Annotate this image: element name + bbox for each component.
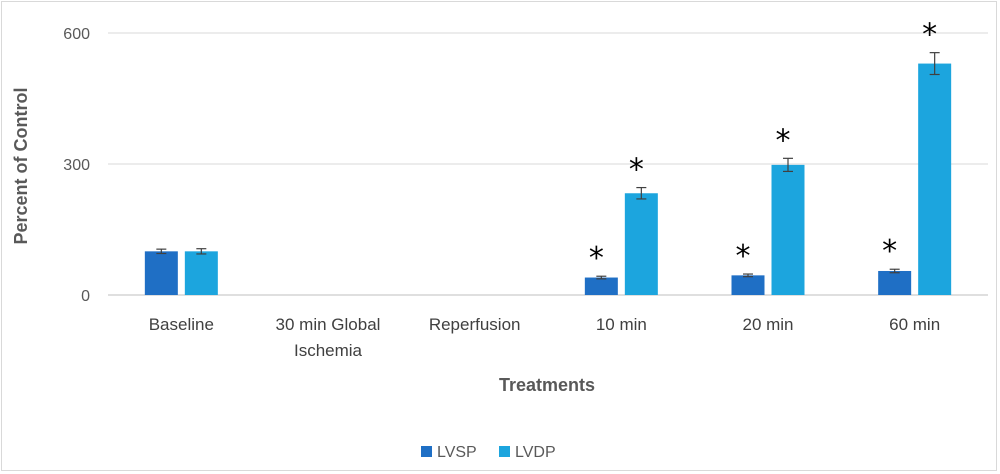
x-category-label: 30 min Global — [276, 315, 381, 334]
significance-star: * — [629, 153, 644, 188]
x-category-label: Reperfusion — [429, 315, 521, 334]
bar-lvdp — [184, 251, 218, 295]
error-bar — [636, 186, 647, 200]
x-category-label: Ischemia — [294, 341, 363, 360]
y-tick-label: 600 — [63, 26, 90, 43]
x-category-label: 10 min — [596, 315, 647, 334]
error-bar — [596, 275, 607, 280]
bar-lvsp — [144, 251, 178, 295]
x-category-label: 20 min — [742, 315, 793, 334]
y-tick-labels: 0 300 600 — [63, 26, 90, 305]
significance-star: * — [589, 241, 604, 276]
significance-star: * — [922, 18, 937, 53]
significance-markers: * * * * * * — [589, 18, 937, 277]
bar-lvsp — [878, 270, 912, 295]
legend-swatch-lvdp — [499, 446, 510, 457]
bar-lvsp — [584, 277, 618, 295]
legend: LVSP LVDP — [421, 444, 556, 461]
legend-label-lvdp: LVDP — [515, 444, 556, 461]
legend-swatch-lvsp — [421, 446, 432, 457]
x-category-label: Baseline — [149, 315, 214, 334]
bar-lvsp — [731, 275, 765, 295]
significance-star: * — [736, 239, 751, 274]
error-bar — [196, 248, 207, 255]
y-axis-title: Percent of Control — [11, 87, 31, 244]
error-bars — [156, 52, 940, 280]
gridlines — [108, 32, 988, 296]
x-category-labels: Baseline 30 min Global Ischemia Reperfusion… — [149, 315, 940, 360]
error-bar — [743, 273, 753, 278]
x-category-label: 60 min — [889, 315, 940, 334]
significance-star: * — [882, 234, 897, 269]
y-tick-label: 0 — [81, 288, 90, 305]
bar-lvdp — [918, 63, 952, 295]
y-tick-label: 300 — [63, 157, 90, 174]
error-bar — [156, 248, 167, 255]
legend-label-lvsp: LVSP — [437, 444, 477, 461]
error-bar — [783, 157, 793, 173]
error-bar — [929, 52, 940, 76]
bars — [144, 63, 952, 295]
x-axis-title: Treatments — [499, 375, 595, 395]
significance-star: * — [776, 123, 791, 158]
error-bar — [889, 268, 900, 274]
bar-lvdp — [771, 164, 805, 295]
bar-lvdp — [624, 193, 658, 295]
